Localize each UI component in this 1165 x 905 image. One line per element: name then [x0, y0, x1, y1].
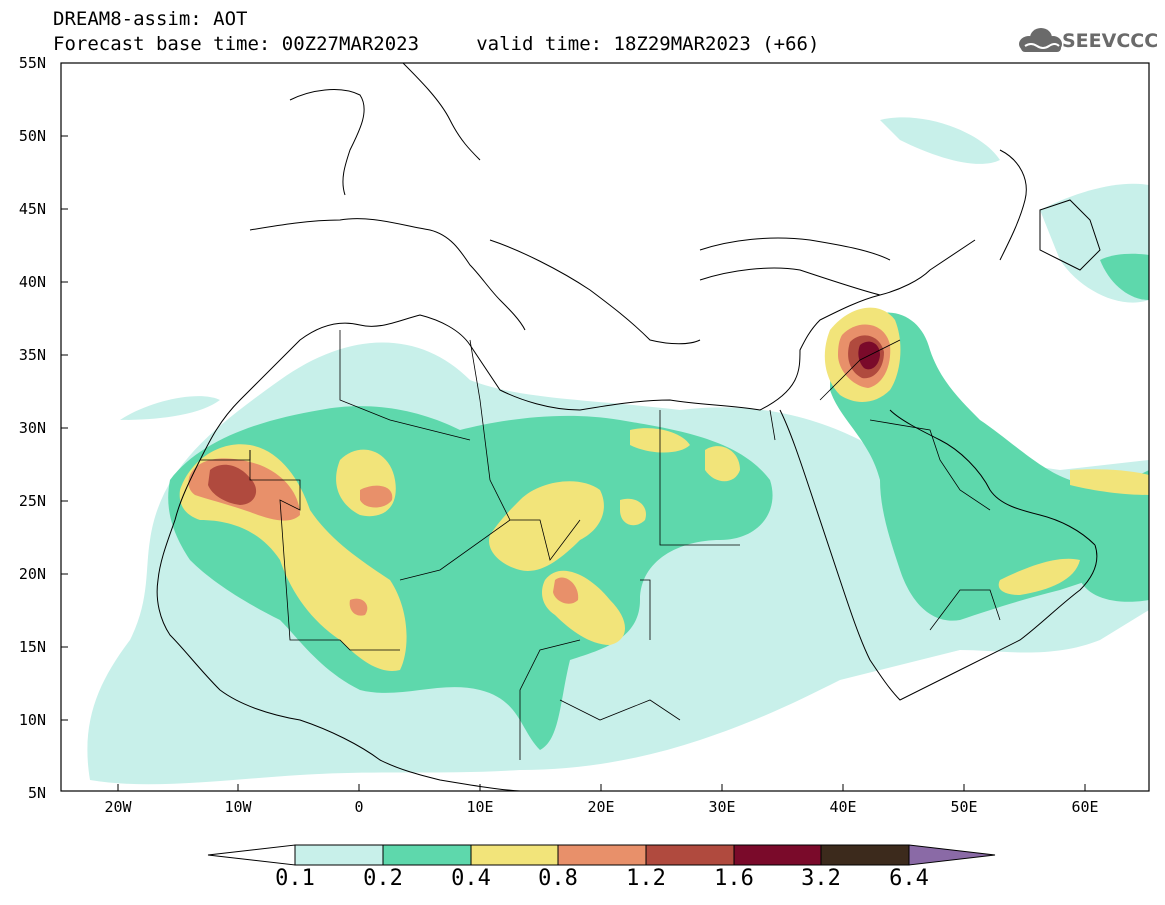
- colorbar-label: 3.2: [801, 866, 841, 891]
- lat-label: 40N: [18, 273, 46, 291]
- colorbar-bin: [294, 844, 384, 866]
- lon-label: 0: [354, 798, 364, 816]
- lon-label: 10W: [224, 798, 252, 816]
- lon-label: 10E: [466, 798, 494, 816]
- colorbar-label: 1.6: [714, 866, 754, 891]
- colorbar-right-arrow: [908, 844, 996, 866]
- lat-label: 10N: [18, 711, 46, 729]
- axis-ticks: [61, 62, 1086, 791]
- seevccc-logo: [1019, 28, 1062, 52]
- title-line-1: DREAM8-assim: AOT: [53, 8, 248, 30]
- logo-text: SEEVCCC: [1062, 30, 1159, 52]
- lat-label: 55N: [18, 54, 46, 72]
- colorbar-label: 0.8: [538, 866, 578, 891]
- colorbar-label: 1.2: [626, 866, 666, 891]
- lat-label: 30N: [18, 419, 46, 437]
- colorbar-label: 0.4: [451, 866, 491, 891]
- aot-field: [87, 117, 1149, 785]
- lon-label: 30E: [708, 798, 736, 816]
- coastlines: [156, 63, 1101, 791]
- lon-label: 50E: [950, 798, 978, 816]
- title-line-2: Forecast base time: 00Z27MAR2023 valid t…: [53, 33, 820, 55]
- lon-label: 60E: [1071, 798, 1099, 816]
- colorbar-left-arrow: [207, 844, 296, 866]
- lat-label: 25N: [18, 492, 46, 510]
- lat-label: 35N: [18, 346, 46, 364]
- lat-label: 20N: [18, 565, 46, 583]
- lat-label: 50N: [18, 127, 46, 145]
- lon-label: 40E: [829, 798, 857, 816]
- colorbar-bin: [470, 844, 559, 866]
- lat-label: 15N: [18, 638, 46, 656]
- lat-label: 5N: [27, 784, 46, 802]
- colorbar-bin: [557, 844, 647, 866]
- lon-label: 20W: [104, 798, 132, 816]
- lon-label: 20E: [587, 798, 615, 816]
- colorbar: [207, 844, 996, 866]
- colorbar-label: 0.1: [275, 866, 315, 891]
- lat-label: 45N: [18, 200, 46, 218]
- colorbar-bin: [645, 844, 735, 866]
- colorbar-label: 0.2: [363, 866, 403, 891]
- colorbar-bin: [382, 844, 472, 866]
- colorbar-bin: [733, 844, 822, 866]
- country-borders: [200, 330, 1001, 760]
- colorbar-label: 6.4: [889, 866, 929, 891]
- colorbar-bin: [820, 844, 910, 866]
